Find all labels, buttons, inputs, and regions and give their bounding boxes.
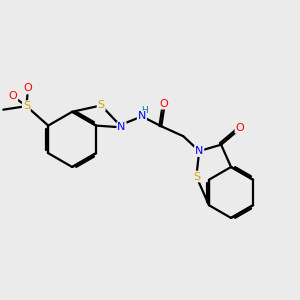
Text: S: S bbox=[23, 101, 30, 111]
Text: O: O bbox=[8, 91, 17, 101]
Text: O: O bbox=[236, 123, 244, 133]
Text: N: N bbox=[117, 122, 126, 132]
Text: H: H bbox=[141, 106, 148, 115]
Text: O: O bbox=[160, 99, 169, 109]
Text: S: S bbox=[193, 172, 200, 182]
Text: O: O bbox=[24, 83, 32, 93]
Text: N: N bbox=[138, 111, 146, 122]
Text: S: S bbox=[98, 100, 105, 110]
Text: N: N bbox=[195, 146, 203, 156]
